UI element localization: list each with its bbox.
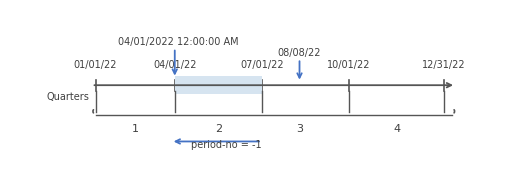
Text: 04/01/22: 04/01/22: [153, 60, 197, 70]
Text: period-no = -1: period-no = -1: [191, 140, 262, 149]
Text: 10/01/22: 10/01/22: [327, 60, 371, 70]
Text: 3: 3: [296, 124, 303, 134]
Text: 1: 1: [132, 124, 138, 134]
Text: 12/31/22: 12/31/22: [422, 60, 466, 70]
Text: 01/01/22: 01/01/22: [74, 60, 118, 70]
Text: 4: 4: [393, 124, 400, 134]
Text: 04/01/2022 12:00:00 AM: 04/01/2022 12:00:00 AM: [119, 37, 239, 47]
Text: 07/01/22: 07/01/22: [240, 60, 284, 70]
Text: 08/08/22: 08/08/22: [278, 48, 321, 58]
Text: Quarters: Quarters: [47, 92, 89, 102]
Bar: [175, 77, 262, 94]
Text: 2: 2: [215, 124, 222, 134]
